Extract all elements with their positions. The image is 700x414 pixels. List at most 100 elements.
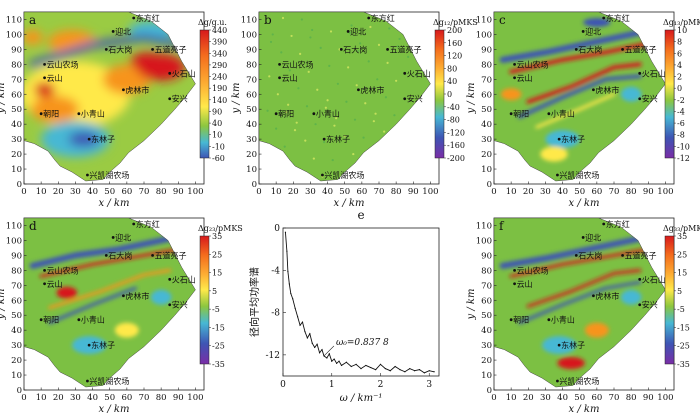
y-tick-label: 20	[11, 150, 22, 160]
place-marker	[574, 253, 578, 257]
colorbar-tick-label: -8	[677, 131, 685, 140]
place-marker	[638, 97, 642, 101]
place-name: 朝阳	[513, 110, 529, 119]
x-tick-label: 20	[53, 187, 64, 197]
noise-speck	[300, 18, 303, 21]
noise-speck	[383, 130, 386, 133]
place-marker	[86, 173, 89, 177]
region-outline	[493, 11, 666, 182]
noise-speck	[328, 64, 331, 67]
colorbar-tick-label: 290	[212, 61, 227, 70]
x-tick-label: 40	[87, 187, 98, 197]
colorbar-tick-label: 340	[212, 49, 227, 58]
place-name: 兴凯湖农场	[89, 170, 129, 180]
y-tick-label: 100	[476, 30, 492, 40]
place-name: 云山农场	[47, 265, 79, 275]
noise-speck	[331, 158, 334, 162]
place-name: 兴凯湖农场	[324, 170, 364, 180]
place-marker	[132, 16, 136, 20]
place-marker	[43, 282, 46, 286]
noise-speck	[415, 73, 418, 76]
colorbar-tick-label: 25	[677, 250, 687, 259]
y-tick-label: 70	[481, 75, 492, 85]
colorbar-tick-label: -10	[677, 142, 690, 151]
place-name: 兴凯湖农场	[559, 376, 599, 386]
anomaly-belt	[39, 247, 180, 278]
y-tick-label: 50	[11, 311, 22, 321]
place-name: 东方红	[371, 13, 395, 23]
spectrum-point	[297, 316, 299, 318]
place-name: 迎北	[585, 232, 601, 242]
colorbar-tick-label: 200	[447, 26, 462, 35]
place-name: 安兴	[172, 300, 188, 310]
panel-letter: e	[357, 208, 364, 222]
colorbar-tick-label: -35	[677, 360, 690, 369]
colorbar-tick-label: 240	[212, 73, 227, 82]
x-tick-label: 80	[156, 393, 167, 403]
colorbar-tick-label: 2	[677, 73, 682, 82]
noise-speck	[359, 42, 362, 45]
x-tick-label: 10	[271, 187, 282, 197]
place-name: 安兴	[172, 94, 188, 104]
noise-speck	[290, 34, 293, 38]
noise-speck	[326, 99, 329, 102]
spectrum-point	[287, 270, 289, 272]
anomaly-blob	[540, 146, 568, 162]
y-axis-label: 径向平均功率谱	[248, 267, 261, 337]
x-tick-label: 50	[104, 187, 115, 197]
y-tick-label: 110	[241, 15, 257, 25]
y-tick-label: 90	[246, 45, 257, 55]
y-tick-label: 60	[11, 296, 22, 306]
spectrum-point	[345, 361, 347, 363]
place-marker	[168, 97, 172, 101]
x-tick-label: 80	[391, 187, 402, 197]
panel-letter: b	[264, 13, 272, 27]
noise-speck	[312, 157, 315, 160]
anomaly-blob	[56, 286, 78, 299]
x-tick-label: 20	[523, 393, 534, 403]
x-tick-label: 0	[491, 393, 496, 403]
panel-letter: a	[29, 13, 36, 27]
place-marker	[111, 236, 115, 239]
anomaly-belt	[509, 247, 650, 278]
y-tick-label: 40	[481, 326, 492, 336]
anomaly-blob	[620, 86, 642, 102]
spectrum-point	[423, 372, 425, 374]
place-name: 迎北	[115, 26, 131, 36]
x-tick-label: 0	[491, 187, 496, 197]
place-marker	[403, 71, 407, 75]
noise-speck	[369, 25, 372, 29]
noise-speck	[355, 84, 358, 87]
place-marker	[346, 30, 350, 33]
place-name: 东林子	[91, 134, 115, 144]
place-marker	[104, 47, 108, 51]
x-tick-label: 20	[53, 393, 64, 403]
y-tick-label: 60	[481, 90, 492, 100]
spectrum-point	[360, 368, 362, 370]
place-name: 云山	[517, 279, 533, 289]
noise-speck	[323, 141, 326, 144]
place-marker	[39, 318, 43, 322]
colorbar-tick-label: 35	[677, 232, 687, 241]
x-tick-label: 70	[139, 393, 150, 403]
colorbar-unit: Δg₂₃/pMKS	[198, 224, 243, 233]
place-name: 安兴	[642, 300, 658, 310]
place-name: 虎林市	[595, 291, 619, 301]
place-name: 朝阳	[513, 316, 529, 325]
y-tick-label: 0	[274, 224, 280, 234]
place-name: 云山	[282, 73, 298, 83]
place-marker	[87, 137, 91, 141]
y-tick-label: 30	[246, 135, 257, 145]
y-axis-label: y / km	[466, 83, 477, 115]
place-marker	[547, 318, 551, 322]
x-axis-label: x / km	[569, 404, 600, 414]
noise-speck	[283, 145, 286, 148]
place-name: 云山农场	[517, 265, 549, 275]
y-tick-label: 100	[6, 236, 22, 246]
place-name: 朝阳	[278, 110, 294, 119]
place-name: 迎北	[115, 232, 131, 242]
spectrum-point	[331, 360, 333, 362]
